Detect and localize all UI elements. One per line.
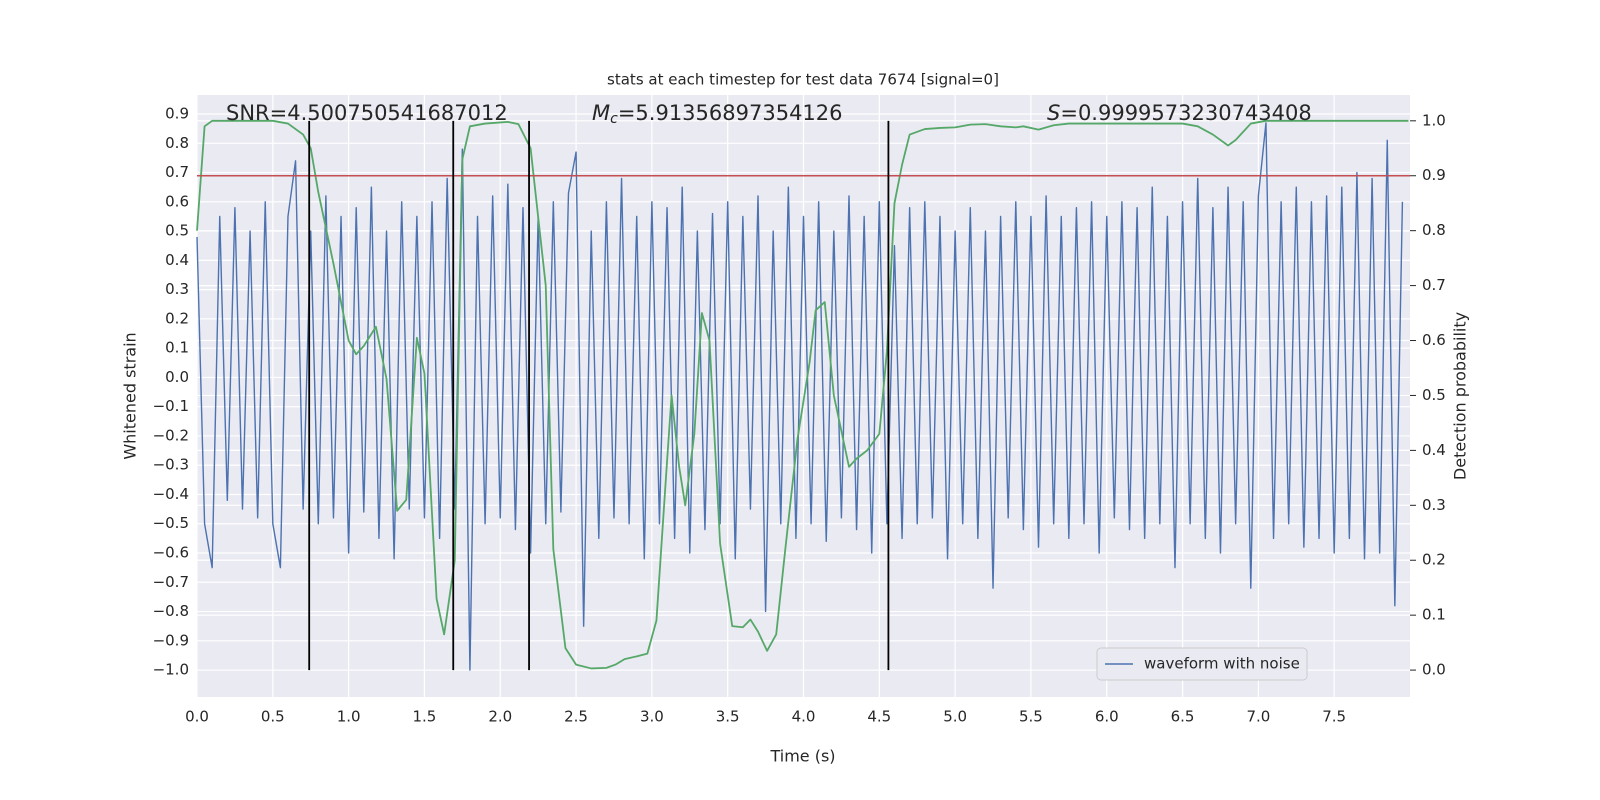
x-tick-label: 3.0 — [640, 708, 664, 726]
y2-axis-label: Detection probability — [1451, 312, 1470, 480]
grid — [196, 95, 1410, 697]
x-tick-label: 4.0 — [792, 708, 816, 726]
annotation-symbol: S — [1047, 101, 1060, 125]
x-tick-label: 3.5 — [716, 708, 740, 726]
chart-title: stats at each timestep for test data 767… — [607, 71, 999, 89]
y-tick-label: 0.3 — [165, 280, 189, 298]
y2-tick-label: 0.6 — [1422, 331, 1446, 349]
y2-tick-label: 0.0 — [1422, 661, 1446, 679]
y-tick-label: 0.7 — [165, 163, 189, 181]
y-tick-label: 0.4 — [165, 251, 189, 269]
annotation-subscript: c — [610, 111, 618, 127]
x-tick-label: 0.5 — [261, 708, 285, 726]
legend-box — [1096, 647, 1308, 681]
y-tick-label: −0.5 — [153, 514, 189, 532]
x-tick-label: 7.0 — [1246, 708, 1270, 726]
y2-tick-label: 0.4 — [1422, 441, 1446, 459]
annotation: S=0.9999573230743408 — [1047, 101, 1312, 125]
x-tick-label: 0.0 — [185, 708, 209, 726]
y-tick-label: −0.4 — [153, 485, 189, 503]
y2-tick-label: 0.5 — [1422, 386, 1446, 404]
x-tick-label: 2.5 — [564, 708, 588, 726]
y-tick-label: −0.3 — [153, 456, 189, 474]
x-tick-label: 5.5 — [1019, 708, 1043, 726]
x-tick-label: 2.0 — [488, 708, 512, 726]
annotation-symbol: M — [592, 101, 610, 125]
y-axis-label: Whitened strain — [121, 332, 140, 459]
y-tick-label: 0.9 — [165, 105, 189, 123]
y-tick-label: 0.8 — [165, 134, 189, 152]
y-tick-label: −0.1 — [153, 397, 189, 415]
y-tick-label: 0.0 — [165, 368, 189, 386]
annotation-text: =0.9999573230743408 — [1060, 101, 1311, 125]
y-tick-label: 0.1 — [165, 339, 189, 357]
y2-tick-label: 0.2 — [1422, 551, 1446, 569]
y2-tick-label: 0.3 — [1422, 496, 1446, 514]
y-tick-label: 0.6 — [165, 192, 189, 210]
x-tick-label: 7.5 — [1322, 708, 1346, 726]
annotation: SNR=4.500750541687012 — [226, 101, 508, 125]
y2-tick-label: 0.9 — [1422, 166, 1446, 184]
y-tick-label: −0.6 — [153, 544, 189, 562]
annotation-text: =5.91356897354126 — [618, 101, 843, 125]
x-tick-label: 5.0 — [943, 708, 967, 726]
y2-tick-label: 0.8 — [1422, 221, 1446, 239]
y-tick-label: 0.2 — [165, 309, 189, 327]
y-tick-label: −0.7 — [153, 573, 189, 591]
y-tick-label: −0.8 — [153, 602, 189, 620]
series-line — [196, 119, 1409, 670]
y-tick-label: 0.5 — [165, 222, 189, 240]
x-tick-label: 1.5 — [413, 708, 437, 726]
y2-tick-label: 1.0 — [1422, 111, 1446, 129]
y-tick-label: −0.9 — [153, 631, 189, 649]
x-tick-label: 6.0 — [1095, 708, 1119, 726]
legend-label: waveform with noise — [1144, 655, 1300, 673]
annotation-text: SNR=4.500750541687012 — [226, 101, 508, 125]
y-tick-label: −1.0 — [153, 661, 189, 679]
annotation: Mc=5.91356897354126 — [592, 101, 843, 127]
y-tick-label: −0.2 — [153, 426, 189, 444]
x-tick-label: 6.5 — [1171, 708, 1195, 726]
y2-tick-label: 0.1 — [1422, 606, 1446, 624]
y2-tick-label: 0.7 — [1422, 276, 1446, 294]
x-axis-label: Time (s) — [769, 747, 835, 766]
series-line — [196, 122, 1404, 671]
x-tick-label: 1.0 — [337, 708, 361, 726]
x-tick-label: 4.5 — [867, 708, 891, 726]
